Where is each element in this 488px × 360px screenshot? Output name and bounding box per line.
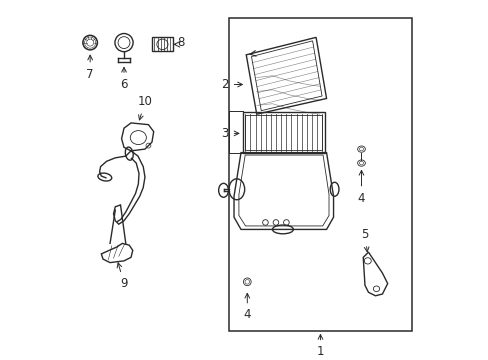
- Text: 5: 5: [361, 228, 368, 252]
- Text: 6: 6: [120, 67, 127, 91]
- Text: 3: 3: [221, 127, 239, 140]
- Bar: [244, 115, 322, 150]
- Text: 7: 7: [86, 55, 94, 81]
- Text: 1: 1: [316, 334, 324, 358]
- Text: 10: 10: [137, 95, 152, 120]
- Text: 4: 4: [243, 293, 250, 321]
- Text: 8: 8: [177, 36, 184, 49]
- Text: 4: 4: [357, 170, 365, 204]
- Text: 2: 2: [221, 78, 242, 91]
- Text: 9: 9: [117, 263, 127, 290]
- Bar: [228, 18, 411, 331]
